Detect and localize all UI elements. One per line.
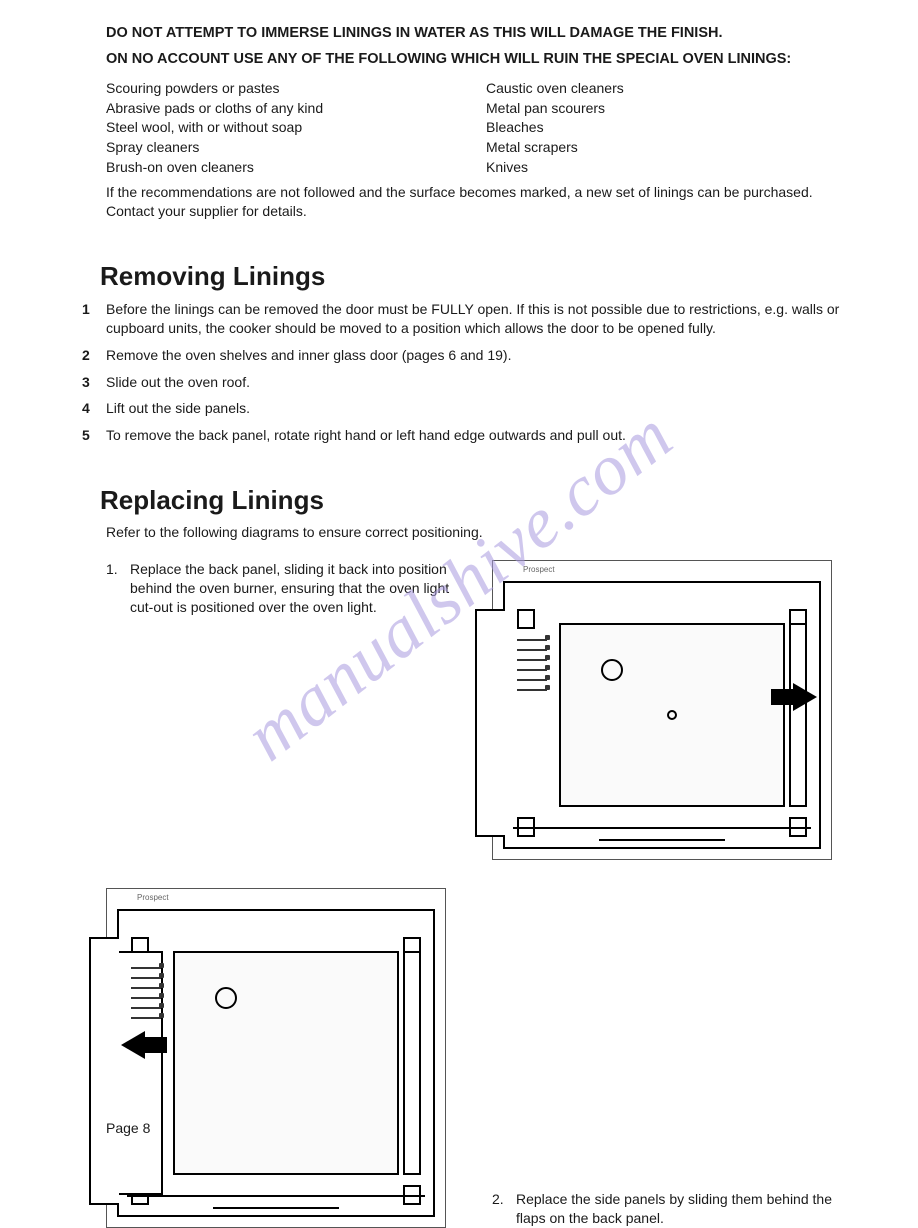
diagram-label: Prospect [523,565,555,576]
step-number: 2. [492,1190,516,1228]
warning-line-2: ON NO ACCOUNT USE ANY OF THE FOLLOWING W… [106,50,848,70]
list-item-text: Slide out the oven roof. [106,373,250,392]
list-item-text: Lift out the side panels. [106,399,250,418]
arrow-left-icon [121,1031,145,1059]
oven-diagram-1: Prospect [106,888,446,1228]
avoid-item: Scouring powders or pastes [106,79,486,99]
step-1-text-cell: 1. Replace the back panel, sliding it ba… [106,560,462,860]
followup-text: If the recommendations are not followed … [106,183,848,221]
list-item: 4Lift out the side panels. [106,399,848,418]
arrow-right-icon [793,683,817,711]
avoid-item: Brush-on oven cleaners [106,158,486,178]
list-item-text: Remove the oven shelves and inner glass … [106,346,511,365]
heading-replacing: Replacing Linings [100,485,848,516]
list-item-text: Before the linings can be removed the do… [106,300,848,338]
list-item: 2Remove the oven shelves and inner glass… [106,346,848,365]
diagram-2-cell: Prospect [492,560,848,860]
replacing-grid: 1. Replace the back panel, sliding it ba… [106,560,848,1228]
removing-steps-list: 1Before the linings can be removed the d… [106,300,848,445]
avoid-item: Caustic oven cleaners [486,79,866,99]
step-text: Replace the back panel, sliding it back … [130,560,462,617]
avoid-list-columns: Scouring powders or pastes Abrasive pads… [106,79,848,177]
avoid-item: Spray cleaners [106,138,486,158]
list-item-text: To remove the back panel, rotate right h… [106,426,626,445]
avoid-item: Metal scrapers [486,138,866,158]
diagram-1-cell: Prospect [106,880,462,1228]
heading-removing: Removing Linings [100,261,848,292]
replacing-intro: Refer to the following diagrams to ensur… [106,524,848,540]
avoid-item: Steel wool, with or without soap [106,118,486,138]
step-number: 1. [106,560,130,617]
avoid-column-right: Caustic oven cleaners Metal pan scourers… [486,79,866,177]
avoid-item: Metal pan scourers [486,99,866,119]
list-item: 5To remove the back panel, rotate right … [106,426,848,445]
list-item: 1Before the linings can be removed the d… [106,300,848,338]
list-item: 3Slide out the oven roof. [106,373,848,392]
step-text: Replace the side panels by sliding them … [516,1190,848,1228]
avoid-item: Knives [486,158,866,178]
page-number: Page 8 [106,1120,150,1136]
diagram-label: Prospect [137,893,169,904]
avoid-column-left: Scouring powders or pastes Abrasive pads… [106,79,486,177]
warning-line-1: DO NOT ATTEMPT TO IMMERSE LININGS IN WAT… [106,24,848,44]
step-2-text-cell: 2. Replace the side panels by sliding th… [492,1190,848,1228]
oven-diagram-2: Prospect [492,560,832,860]
avoid-item: Abrasive pads or cloths of any kind [106,99,486,119]
avoid-item: Bleaches [486,118,866,138]
